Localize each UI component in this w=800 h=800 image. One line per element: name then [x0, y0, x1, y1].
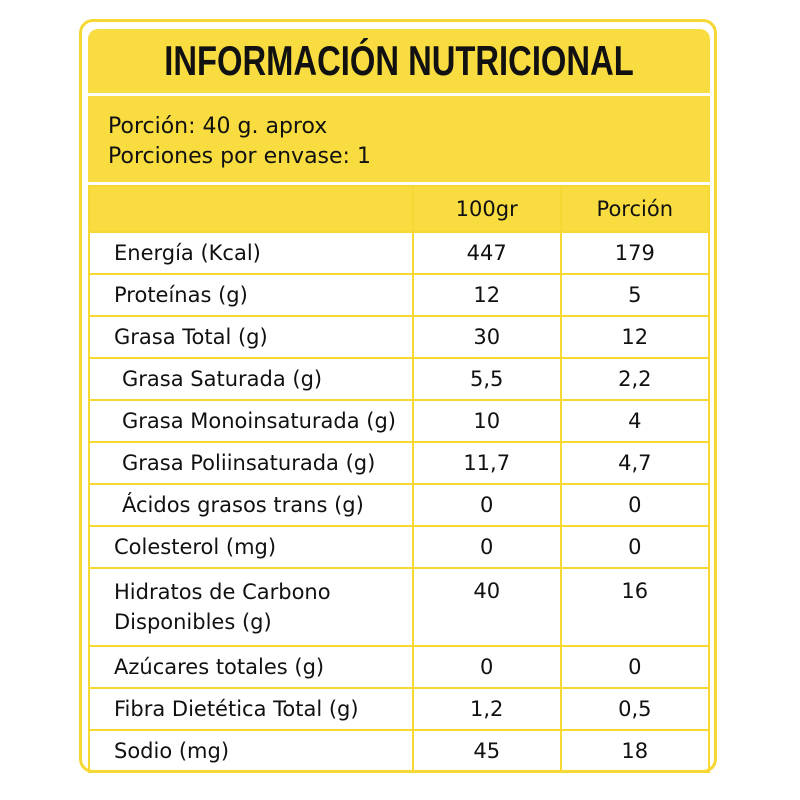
- table-row: Energía (Kcal) 447 179: [88, 231, 711, 275]
- title-band: INFORMACIÓN NUTRICIONAL: [88, 29, 710, 93]
- nutrient-value: 12: [559, 315, 711, 359]
- table-row: Hidratos de Carbono Disponibles (g) 40 16: [88, 567, 711, 647]
- nutrient-label: Grasa Monoinsaturada (g): [88, 399, 414, 443]
- nutrient-value: 0: [411, 483, 562, 527]
- table-row: Colesterol (mg) 0 0: [88, 525, 711, 569]
- nutrient-value: 0: [411, 525, 562, 569]
- nutrient-label: Energía (Kcal): [88, 231, 414, 275]
- table-row: Grasa Poliinsaturada (g) 11,7 4,7: [88, 441, 711, 485]
- column-header: Porción: [559, 185, 711, 233]
- nutrient-label: Hidratos de Carbono Disponibles (g): [88, 567, 414, 647]
- nutrient-value: 5: [559, 273, 711, 317]
- table-row: Grasa Total (g) 30 12: [88, 315, 711, 359]
- table-row: Fibra Dietética Total (g) 1,2 0,5: [88, 687, 711, 731]
- nutrient-label: Grasa Saturada (g): [88, 357, 414, 401]
- nutrient-value: 0,5: [559, 687, 711, 731]
- nutrient-value: 45: [411, 729, 562, 773]
- nutrient-value: 5,5: [411, 357, 562, 401]
- serving-info: Porción: 40 g. aprox Porciones por envas…: [88, 96, 710, 182]
- nutrient-value: 4,7: [559, 441, 711, 485]
- table-row: Ácidos grasos trans (g) 0 0: [88, 483, 711, 527]
- servings-per-package: Porciones por envase: 1: [108, 144, 371, 169]
- nutrient-value: 0: [559, 645, 711, 689]
- nutrition-table: 100gr Porción Energía (Kcal) 447 179 Proteí…: [88, 185, 711, 773]
- nutrient-value: 2,2: [559, 357, 711, 401]
- table-row: Sodio (mg) 45 18: [88, 729, 711, 773]
- nutrient-label: Ácidos grasos trans (g): [88, 483, 414, 527]
- header-cell: [88, 185, 414, 233]
- nutrient-label: Colesterol (mg): [88, 525, 414, 569]
- nutrient-value: 0: [559, 525, 711, 569]
- nutrient-value: 18: [559, 729, 711, 773]
- table-row: Proteínas (g) 12 5: [88, 273, 711, 317]
- header-row: 100gr Porción: [88, 185, 711, 233]
- nutrient-value: 10: [411, 399, 562, 443]
- nutrient-value: 447: [411, 231, 562, 275]
- title: INFORMACIÓN NUTRICIONAL: [164, 37, 634, 84]
- nutrient-value: 40: [411, 567, 562, 647]
- nutrient-label: Grasa Total (g): [88, 315, 414, 359]
- nutrient-label: Proteínas (g): [88, 273, 414, 317]
- table-row: Grasa Saturada (g) 5,5 2,2: [88, 357, 711, 401]
- table-row: Grasa Monoinsaturada (g) 10 4: [88, 399, 711, 443]
- nutrient-label: Grasa Poliinsaturada (g): [88, 441, 414, 485]
- serving-size: Porción: 40 g. aprox: [108, 114, 328, 139]
- nutrient-label: Fibra Dietética Total (g): [88, 687, 414, 731]
- column-header: 100gr: [411, 185, 562, 233]
- nutrient-value: 11,7: [411, 441, 562, 485]
- nutrient-value: 4: [559, 399, 711, 443]
- nutrient-label: Azúcares totales (g): [88, 645, 414, 689]
- nutrient-value: 0: [559, 483, 711, 527]
- nutrient-value: 16: [559, 567, 711, 647]
- nutrient-value: 1,2: [411, 687, 562, 731]
- table-row: Azúcares totales (g) 0 0: [88, 645, 711, 689]
- nutrient-value: 12: [411, 273, 562, 317]
- nutrient-value: 30: [411, 315, 562, 359]
- nutrient-value: 179: [559, 231, 711, 275]
- nutrient-value: 0: [411, 645, 562, 689]
- nutrient-label: Sodio (mg): [88, 729, 414, 773]
- table-body: Energía (Kcal) 447 179 Proteínas (g) 12 5 Gras…: [88, 231, 711, 773]
